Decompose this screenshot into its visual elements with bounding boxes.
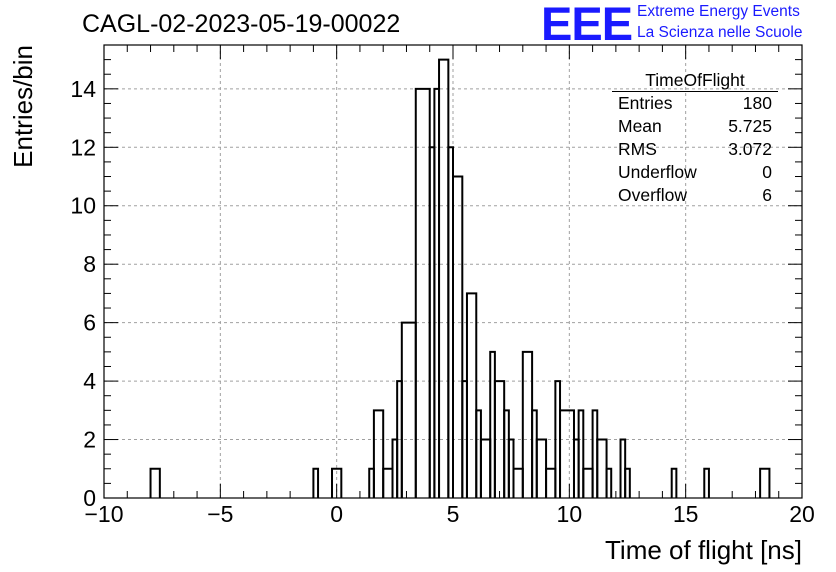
histogram-bin (605, 467, 613, 498)
x-tick-label: 15 (673, 501, 699, 527)
stats-box: TimeOfFlight Entries 180 Mean 5.725 RMS … (612, 70, 778, 207)
stats-label: Mean (618, 116, 662, 136)
histogram-bin (559, 409, 575, 498)
y-axis-label: Entries/bin (8, 45, 38, 168)
logo-tagline-2: La Scienza nelle Scuole (637, 24, 803, 41)
histogram-bin (535, 438, 548, 498)
histogram-bin (372, 409, 385, 498)
y-tick-label: 0 (83, 485, 96, 511)
histogram-bin (596, 438, 608, 498)
histogram-bin (312, 467, 320, 498)
stats-title: TimeOfFlight (612, 70, 778, 92)
x-tick-label: 20 (789, 501, 815, 527)
run-title: CAGL-02-2023-05-19-00022 (82, 10, 401, 38)
y-tick-label: 14 (70, 76, 96, 102)
stats-value: 0 (762, 162, 772, 182)
y-tick-label: 2 (83, 427, 96, 453)
stats-value: 5.725 (728, 116, 772, 136)
histogram-bin (438, 58, 450, 498)
histogram-bin (624, 467, 631, 498)
stats-row-mean: Mean 5.725 (612, 115, 778, 138)
histogram-bin (759, 467, 771, 498)
histogram-bin (545, 467, 557, 498)
histogram-bin (400, 321, 417, 498)
histogram-bin (452, 175, 464, 498)
y-tick-label: 6 (83, 310, 96, 336)
logo-tagline-1: Extreme Energy Events (637, 3, 800, 20)
x-tick-label: −10 (84, 501, 123, 527)
histogram-bin (382, 467, 394, 498)
y-tick-label: 4 (83, 368, 96, 394)
stats-label: Overflow (618, 185, 688, 205)
histogram-bin (521, 350, 534, 498)
eee-logo: EEE (541, 0, 633, 50)
y-tick-label: 8 (83, 251, 96, 277)
stats-value: 3.072 (728, 139, 772, 159)
y-tick-label: 12 (70, 134, 96, 160)
histogram-bin (670, 467, 678, 498)
histogram-bin (465, 292, 478, 498)
stats-row-rms: RMS 3.072 (612, 138, 778, 161)
x-tick-label: 5 (447, 501, 460, 527)
histogram-bin (479, 438, 492, 498)
histogram-bin (331, 467, 343, 498)
histogram-bin (512, 467, 524, 498)
plot-frame (103, 44, 803, 499)
histogram-bin (582, 467, 594, 498)
stats-label: Underflow (618, 162, 697, 182)
stats-row-entries: Entries 180 (612, 92, 778, 115)
histogram-bin (149, 467, 161, 498)
stats-label: Entries (618, 93, 673, 113)
x-tick-label: −5 (207, 501, 233, 527)
stats-row-underflow: Underflow 0 (612, 161, 778, 184)
stats-label: RMS (618, 139, 657, 159)
y-tick-label: 10 (70, 193, 96, 219)
x-tick-label: 10 (557, 501, 583, 527)
histogram-bin (703, 467, 710, 498)
x-axis-label: Time of flight [ns] (605, 535, 802, 565)
x-tick-label: 0 (330, 501, 343, 527)
stats-value: 180 (742, 93, 772, 113)
histogram-bin (577, 409, 585, 498)
histogram-bin (414, 87, 431, 498)
stats-value: 6 (762, 185, 772, 205)
stats-row-overflow: Overflow 6 (612, 184, 778, 207)
